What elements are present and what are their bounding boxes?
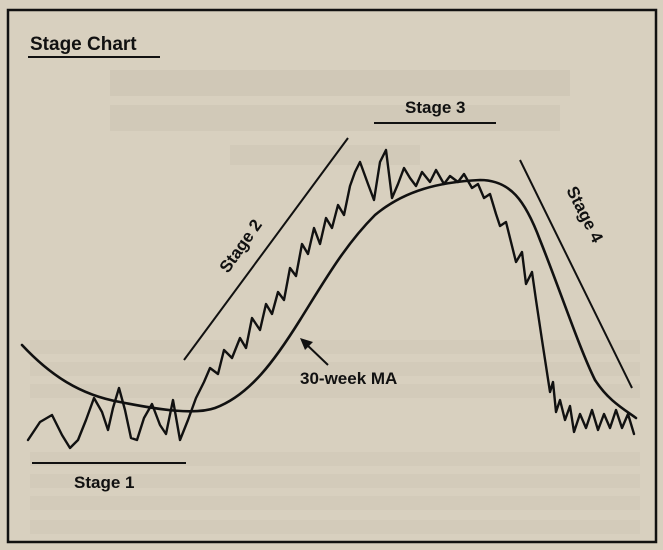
ma-label: 30-week MA bbox=[300, 369, 397, 388]
stage4-guide-line bbox=[519, 159, 633, 389]
stage3-label: Stage 3 bbox=[405, 98, 465, 117]
price-line bbox=[26, 148, 636, 450]
moving-average-curve bbox=[20, 178, 638, 420]
stage2-guide-line bbox=[183, 137, 349, 361]
stage1-label: Stage 1 bbox=[74, 473, 134, 492]
figure-border bbox=[6, 8, 658, 544]
chart-title: Stage Chart bbox=[30, 34, 137, 55]
ma-pointer-arrow bbox=[304, 342, 329, 366]
bleed-through-texture bbox=[30, 70, 640, 534]
ma-pointer-arrowhead bbox=[300, 338, 313, 350]
